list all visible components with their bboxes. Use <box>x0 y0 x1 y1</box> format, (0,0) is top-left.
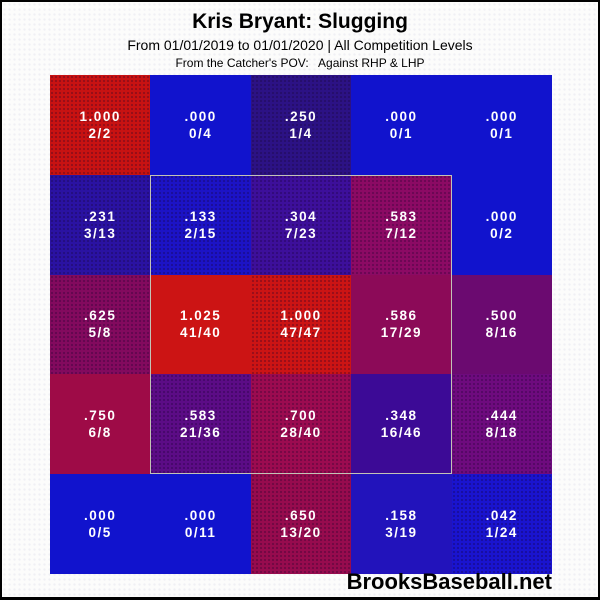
zone-cell-r4c1: .750 6/8 <box>50 374 151 475</box>
zone-cell-r5c2: .000 0/11 <box>150 474 251 574</box>
cell-ratio: 0/2 <box>490 225 514 241</box>
zone-cell-r1c1: 1.000 2/2 <box>50 75 151 175</box>
cell-ratio: 16/46 <box>380 425 423 441</box>
cell-slugging-value: .700 <box>284 408 318 424</box>
cell-ratio: 21/36 <box>179 425 222 441</box>
cell-ratio: 0/5 <box>88 525 112 541</box>
cell-ratio: 3/13 <box>84 225 117 241</box>
zone-cell-r3c5: .500 8/16 <box>451 274 552 375</box>
cell-slugging-value: .650 <box>284 508 318 524</box>
cell-slugging-value: .500 <box>485 308 518 324</box>
cell-slugging-value: .625 <box>84 308 117 324</box>
cell-ratio: 7/23 <box>284 225 318 241</box>
cell-slugging-value: .231 <box>84 208 117 224</box>
cell-ratio: 0/1 <box>389 125 414 141</box>
cell-ratio: 6/8 <box>88 425 112 441</box>
zone-cell-r5c4: .158 3/19 <box>351 474 452 574</box>
zone-cell-r4c2: .583 21/36 <box>150 374 251 475</box>
cell-ratio: 1/4 <box>289 125 313 141</box>
cell-ratio: 2/15 <box>184 225 217 241</box>
cell-ratio: 17/29 <box>380 325 423 341</box>
zone-cell-r1c4: .000 0/1 <box>351 75 452 175</box>
zone-cell-r5c1: .000 0/5 <box>50 474 151 574</box>
cell-ratio: 41/40 <box>179 325 222 341</box>
report-header: Kris Bryant: Slugging From 01/01/2019 to… <box>2 10 598 70</box>
cell-slugging-value: .000 <box>184 108 217 124</box>
cell-slugging-value: .444 <box>485 408 518 424</box>
zone-cell-r2c4: .583 7/12 <box>351 174 452 275</box>
cell-slugging-value: .586 <box>385 308 418 324</box>
cell-ratio: 2/2 <box>88 125 112 141</box>
pov-annotation: From the Catcher's POV: Against RHP & LH… <box>175 56 425 70</box>
cell-slugging-value: .583 <box>385 208 418 224</box>
zone-cell-r2c3: .304 7/23 <box>250 174 352 275</box>
cell-slugging-value: .000 <box>385 108 418 124</box>
cell-ratio: 0/1 <box>490 125 514 141</box>
cell-slugging-value: .304 <box>284 208 318 224</box>
cell-slugging-value: .000 <box>485 208 518 224</box>
zone-cell-r1c2: .000 0/4 <box>150 75 251 175</box>
cell-ratio: 7/12 <box>385 225 418 241</box>
cell-ratio: 8/16 <box>485 325 518 341</box>
cell-slugging-value: .750 <box>84 408 117 424</box>
slugging-heatmap-grid: 1.000 2/2.000 0/4.250 1/4.000 0/1.000 0/1.231… <box>50 75 552 574</box>
cell-slugging-value: .000 <box>184 508 217 524</box>
zone-cell-r3c3: 1.000 47/47 <box>250 274 352 375</box>
cell-ratio: 47/47 <box>280 325 322 341</box>
cell-ratio: 13/20 <box>280 525 322 541</box>
cell-slugging-value: .250 <box>284 108 318 124</box>
zone-cell-r2c5: .000 0/2 <box>451 174 552 275</box>
zone-cell-r4c4: .348 16/46 <box>351 374 452 475</box>
page-title: Kris Bryant: Slugging <box>192 10 408 33</box>
cell-slugging-value: 1.025 <box>179 308 222 324</box>
cell-slugging-value: .583 <box>184 408 217 424</box>
cell-slugging-value: 1.000 <box>79 108 121 124</box>
cell-slugging-value: .133 <box>184 208 217 224</box>
zone-cell-r1c5: .000 0/1 <box>451 75 552 175</box>
zone-cell-r5c3: .650 13/20 <box>250 474 352 574</box>
cell-slugging-value: .000 <box>485 108 518 124</box>
cell-slugging-value: .348 <box>385 408 418 424</box>
slugging-heatmap: 1.000 2/2.000 0/4.250 1/4.000 0/1.000 0/1.231… <box>50 75 552 574</box>
zone-cell-r3c1: .625 5/8 <box>50 274 151 375</box>
zone-cell-r3c2: 1.025 41/40 <box>150 274 251 375</box>
zone-cell-r2c2: .133 2/15 <box>150 174 251 275</box>
cell-ratio: 8/18 <box>485 425 518 441</box>
zone-cell-r2c1: .231 3/13 <box>50 174 151 275</box>
zone-cell-r5c5: .042 1/24 <box>451 474 552 574</box>
date-range-subtitle: From 01/01/2019 to 01/01/2020 | All Comp… <box>127 37 473 53</box>
cell-ratio: 1/24 <box>485 525 518 541</box>
cell-ratio: 0/4 <box>188 125 213 141</box>
cell-slugging-value: .042 <box>485 508 518 524</box>
cell-ratio: 5/8 <box>88 325 112 341</box>
cell-ratio: 0/11 <box>184 525 217 541</box>
zone-cell-r3c4: .586 17/29 <box>351 274 452 375</box>
brand-watermark: BrooksBaseball.net <box>346 569 552 594</box>
zone-cell-r4c3: .700 28/40 <box>250 374 352 475</box>
cell-ratio: 3/19 <box>385 525 418 541</box>
zone-cell-r1c3: .250 1/4 <box>250 75 352 175</box>
cell-slugging-value: .000 <box>84 508 117 524</box>
cell-ratio: 28/40 <box>280 425 322 441</box>
cell-slugging-value: .158 <box>385 508 418 524</box>
zone-cell-r4c5: .444 8/18 <box>451 374 552 475</box>
cell-slugging-value: 1.000 <box>280 308 322 324</box>
